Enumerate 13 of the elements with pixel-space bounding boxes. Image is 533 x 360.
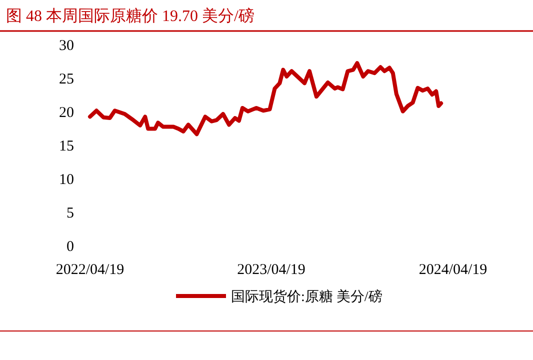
y-tick-label: 30 (59, 38, 74, 54)
y-tick-label: 20 (59, 105, 74, 121)
y-tick-label: 10 (59, 172, 74, 188)
y-tick-label: 25 (59, 72, 74, 88)
x-tick-label: 2023/04/19 (237, 262, 306, 278)
line-series (88, 61, 444, 136)
y-tick-label: 15 (59, 138, 74, 154)
y-tick-label: 5 (66, 206, 74, 222)
y-tick-label: 0 (66, 239, 74, 255)
x-tick-label: 2024/04/19 (418, 262, 488, 278)
chart-title: 图 48 本周国际原糖价 19.70 美分/磅 (6, 7, 254, 25)
x-tick-label: 2022/04/19 (56, 262, 124, 278)
legend-label: 国际现货价:原糖 美分/磅 (231, 289, 382, 305)
